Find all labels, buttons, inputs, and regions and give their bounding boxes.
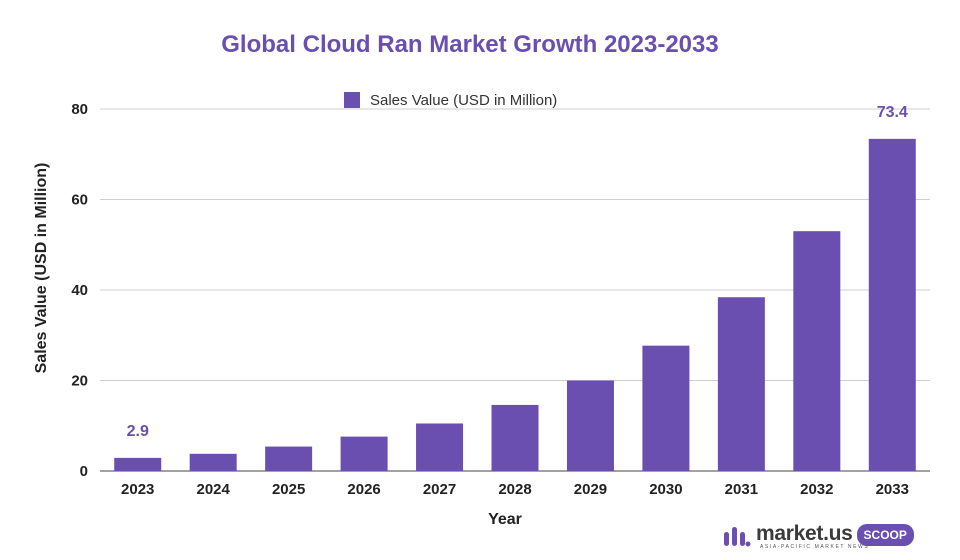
y-tick-label: 20 xyxy=(71,373,88,390)
bar-2024 xyxy=(189,453,237,471)
x-tick-label: 2027 xyxy=(423,481,456,498)
y-tick-label: 0 xyxy=(80,463,88,480)
data-label-2033: 73.4 xyxy=(877,104,908,121)
logo-badge: SCOOP xyxy=(856,524,914,546)
y-tick-label: 60 xyxy=(71,192,88,209)
bar-2030 xyxy=(642,345,690,471)
gridlines xyxy=(100,108,930,472)
x-axis-label: Year xyxy=(488,511,522,528)
logo-wordmark: market.us xyxy=(756,522,853,545)
y-tick-label: 40 xyxy=(71,282,88,299)
x-tick-label: 2030 xyxy=(649,481,682,498)
market-us-logo: market.us ASIA-PACIFIC MARKET NEWS SCOOP xyxy=(722,522,942,552)
x-tick-label: 2033 xyxy=(876,481,909,498)
data-label-2023: 2.9 xyxy=(127,423,149,440)
bar-2033 xyxy=(868,138,916,472)
bars xyxy=(114,138,916,472)
x-tick-label: 2023 xyxy=(121,481,154,498)
legend: Sales Value (USD in Million) xyxy=(344,92,557,109)
legend-label: Sales Value (USD in Million) xyxy=(370,92,557,109)
x-tick-label: 2025 xyxy=(272,481,305,498)
market-us-logo-icon xyxy=(724,527,751,547)
x-tick-label: 2031 xyxy=(725,481,758,498)
x-axis-ticks: 2023 2024 2025 2026 2027 2028 2029 2030 2031 2032… xyxy=(121,481,909,498)
x-tick-label: 2028 xyxy=(498,481,531,498)
x-tick-label: 2024 xyxy=(196,481,230,498)
legend-swatch xyxy=(344,92,360,108)
x-tick-label: 2032 xyxy=(800,481,833,498)
bar-2028 xyxy=(491,404,539,471)
chart-title: Global Cloud Ran Market Growth 2023-2033 xyxy=(221,31,718,58)
bar-2026 xyxy=(340,436,388,471)
x-tick-label: 2029 xyxy=(574,481,607,498)
y-axis-ticks: 0 20 40 60 80 xyxy=(71,101,88,480)
bar-2029 xyxy=(566,380,614,471)
data-labels: 2.9 73.4 xyxy=(127,104,908,440)
bar-2031 xyxy=(717,297,765,471)
y-axis-label: Sales Value (USD in Million) xyxy=(33,163,50,374)
bar-2025 xyxy=(265,446,313,471)
logo-tagline: ASIA-PACIFIC MARKET NEWS xyxy=(760,544,870,550)
x-tick-label: 2026 xyxy=(347,481,380,498)
y-tick-label: 80 xyxy=(71,101,88,118)
bar-2032 xyxy=(793,231,841,471)
bar-2023 xyxy=(114,457,162,471)
bar-2027 xyxy=(416,423,464,471)
